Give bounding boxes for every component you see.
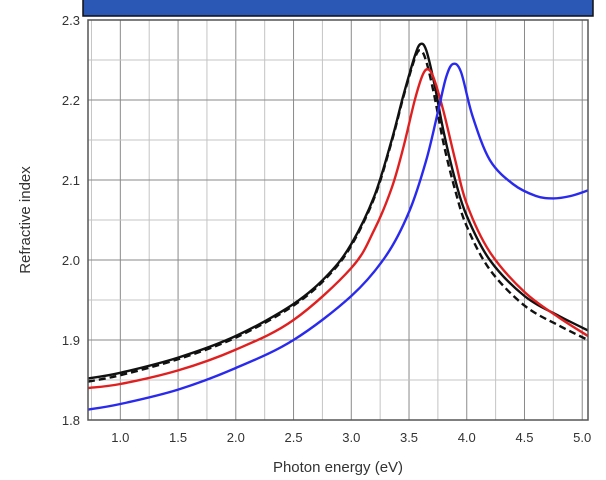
series-line-3 — [87, 68, 589, 390]
x-tick-label: 1.0 — [111, 430, 129, 445]
ticks-layer: 1.0 1.5 2.0 2.5 3.0 3.5 4.0 4.5 5.0 1.8 1.9 2.0 2.1 2… — [62, 13, 591, 445]
y-tick-label: 1.8 — [62, 413, 80, 428]
y-tick-label: 2.2 — [62, 93, 80, 108]
x-tick-label: 4.0 — [458, 430, 476, 445]
series-line-4 — [87, 62, 589, 411]
y-tick-label: 1.9 — [62, 333, 80, 348]
x-tick-label: 3.5 — [400, 430, 418, 445]
series-line-2 — [87, 49, 589, 383]
plot-frame — [87, 19, 589, 421]
series-line-1 — [87, 42, 589, 380]
y-tick-label: 2.0 — [62, 253, 80, 268]
y-tick-label: 2.3 — [62, 13, 80, 28]
y-axis-label: Refractive index — [17, 166, 34, 274]
x-axis-label: Photon energy (eV) — [273, 459, 403, 476]
title-banner — [82, 0, 594, 17]
x-tick-label: 1.5 — [169, 430, 187, 445]
x-tick-label: 2.0 — [227, 430, 245, 445]
y-tick-label: 2.1 — [62, 173, 80, 188]
x-tick-label: 4.5 — [515, 430, 533, 445]
series-layer — [87, 42, 589, 411]
x-tick-label: 2.5 — [285, 430, 303, 445]
x-tick-label: 5.0 — [573, 430, 591, 445]
x-tick-label: 3.0 — [342, 430, 360, 445]
